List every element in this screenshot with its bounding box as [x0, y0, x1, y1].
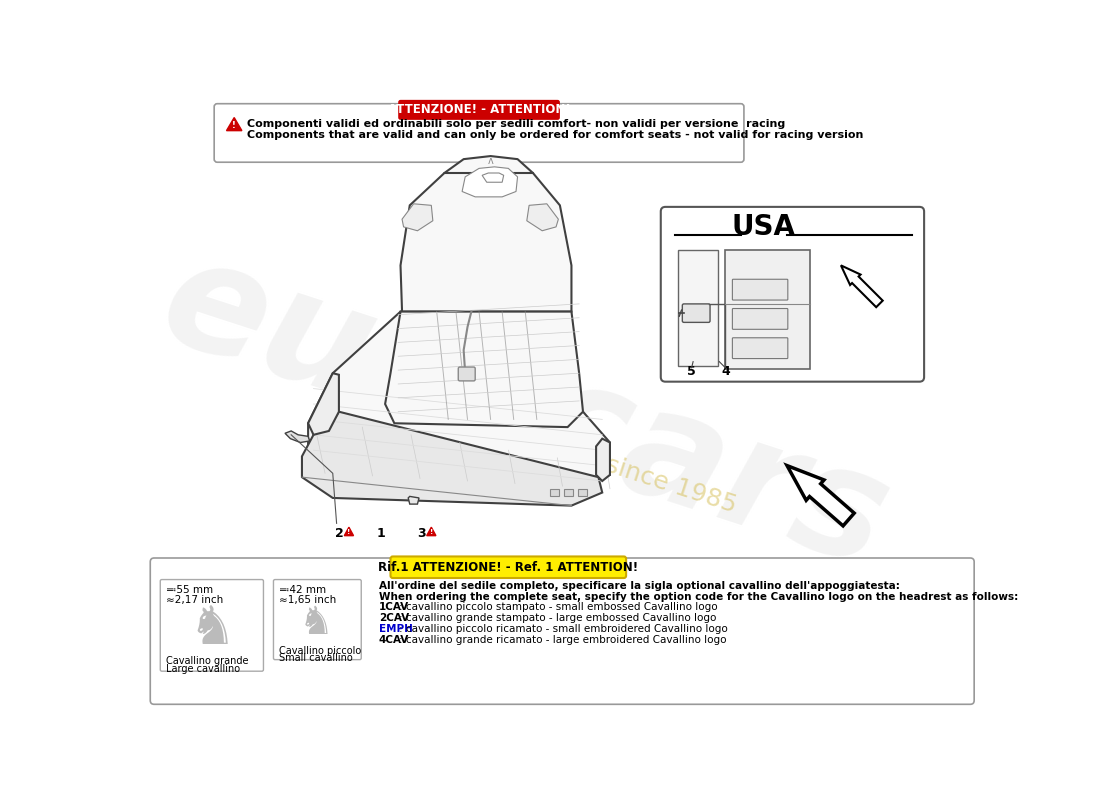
Text: Cavallino piccolo: Cavallino piccolo: [279, 646, 361, 656]
Polygon shape: [344, 527, 353, 536]
FancyBboxPatch shape: [682, 304, 711, 322]
Text: eurocars: eurocars: [144, 225, 906, 599]
Text: passion parts since 1985: passion parts since 1985: [434, 398, 739, 518]
FancyBboxPatch shape: [274, 579, 361, 660]
Text: All'ordine del sedile completo, specificare la sigla optional cavallino dell'app: All'ordine del sedile completo, specific…: [378, 582, 900, 591]
Text: ATTENZIONE! - ATTENTION!: ATTENZIONE! - ATTENTION!: [387, 103, 571, 116]
Text: !: !: [348, 529, 351, 535]
Polygon shape: [427, 527, 436, 536]
Text: 1CAV: 1CAV: [378, 602, 409, 612]
Text: 4: 4: [722, 365, 729, 378]
Polygon shape: [308, 373, 339, 435]
Text: When ordering the complete seat, specify the option code for the Cavallino logo : When ordering the complete seat, specify…: [378, 591, 1019, 602]
Polygon shape: [527, 204, 559, 230]
Text: EMPH: EMPH: [378, 624, 412, 634]
Text: ≕42 mm: ≕42 mm: [279, 586, 326, 595]
Text: : cavallino grande ricamato - large embroidered Cavallino logo: : cavallino grande ricamato - large embr…: [399, 634, 726, 645]
Polygon shape: [301, 412, 603, 506]
Text: 3: 3: [417, 527, 426, 540]
Text: !: !: [232, 121, 236, 130]
Text: : cavallino piccolo ricamato - small embroidered Cavallino logo: : cavallino piccolo ricamato - small emb…: [399, 624, 728, 634]
FancyBboxPatch shape: [151, 558, 975, 704]
Polygon shape: [678, 250, 717, 366]
Text: ᴧ: ᴧ: [487, 157, 494, 166]
Text: Components that are valid and can only be ordered for comfort seats - not valid : Components that are valid and can only b…: [246, 130, 862, 139]
Text: !: !: [430, 529, 433, 535]
Text: Small cavallino: Small cavallino: [279, 654, 353, 663]
Text: Large cavallino: Large cavallino: [166, 663, 240, 674]
Polygon shape: [788, 466, 855, 526]
Text: 2CAV: 2CAV: [378, 613, 409, 623]
Text: Rif.1 ATTENZIONE! - Ref. 1 ATTENTION!: Rif.1 ATTENZIONE! - Ref. 1 ATTENTION!: [378, 561, 638, 574]
FancyBboxPatch shape: [390, 557, 626, 578]
Text: 4CAV: 4CAV: [378, 634, 409, 645]
Text: : cavallino piccolo stampato - small embossed Cavallino logo: : cavallino piccolo stampato - small emb…: [399, 602, 717, 612]
Polygon shape: [285, 431, 310, 442]
Text: Componenti validi ed ordinabili solo per sedili comfort- non validi per versione: Componenti validi ed ordinabili solo per…: [246, 118, 784, 129]
Polygon shape: [442, 156, 534, 204]
Polygon shape: [308, 311, 609, 493]
Text: 2: 2: [334, 527, 343, 540]
Polygon shape: [842, 266, 882, 307]
FancyBboxPatch shape: [733, 279, 788, 300]
Text: 5: 5: [688, 365, 696, 378]
FancyBboxPatch shape: [733, 309, 788, 330]
Polygon shape: [400, 173, 572, 311]
FancyBboxPatch shape: [214, 104, 744, 162]
Text: ≕55 mm: ≕55 mm: [166, 586, 212, 595]
Polygon shape: [227, 118, 242, 130]
Text: USA: USA: [732, 213, 796, 241]
FancyBboxPatch shape: [398, 100, 560, 120]
Polygon shape: [550, 489, 559, 496]
FancyBboxPatch shape: [459, 367, 475, 381]
Polygon shape: [462, 167, 517, 197]
Text: 1: 1: [376, 527, 385, 540]
Polygon shape: [578, 489, 587, 496]
Text: ≈1,65 inch: ≈1,65 inch: [279, 594, 337, 605]
FancyBboxPatch shape: [733, 338, 788, 358]
Polygon shape: [726, 250, 810, 370]
Polygon shape: [563, 489, 573, 496]
Text: : cavallino grande stampato - large embossed Cavallino logo: : cavallino grande stampato - large embo…: [399, 613, 716, 623]
FancyBboxPatch shape: [661, 207, 924, 382]
FancyBboxPatch shape: [161, 579, 264, 671]
Polygon shape: [596, 438, 609, 481]
Text: ♞: ♞: [298, 605, 333, 642]
Text: ≈2,17 inch: ≈2,17 inch: [166, 594, 223, 605]
Polygon shape: [482, 173, 504, 182]
Polygon shape: [403, 204, 433, 230]
Text: Cavallino grande: Cavallino grande: [166, 656, 249, 666]
Text: ♞: ♞: [188, 603, 235, 655]
Polygon shape: [385, 311, 583, 427]
Polygon shape: [408, 496, 419, 504]
